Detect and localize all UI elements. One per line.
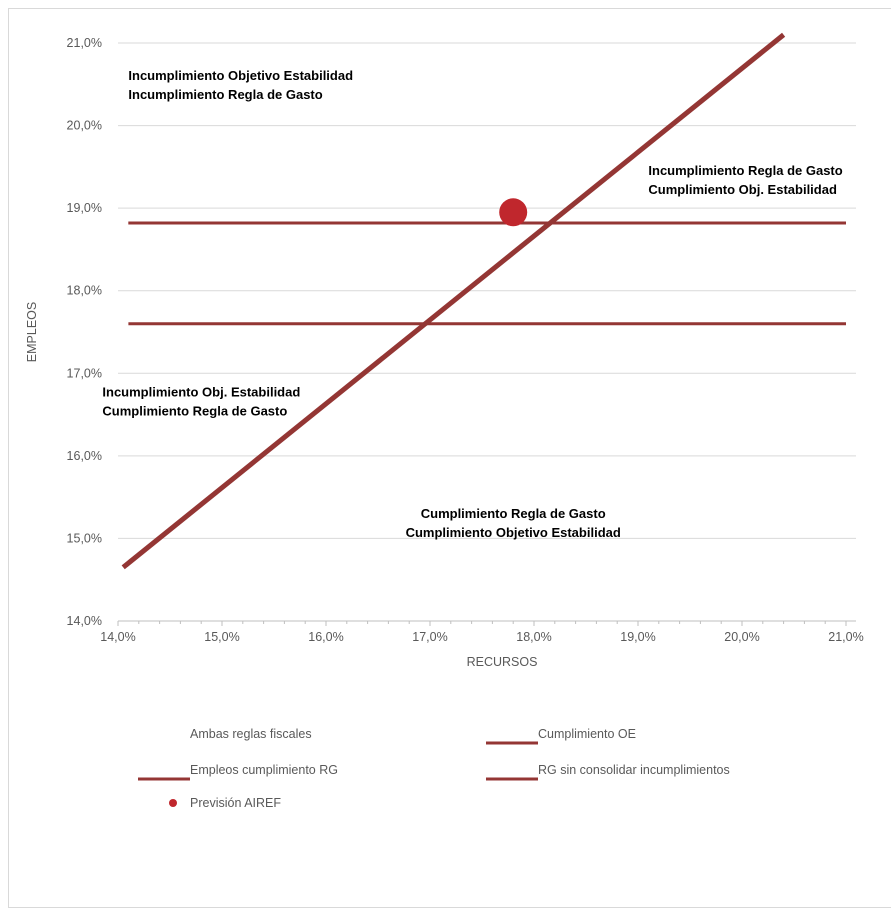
region-annotation: Cumplimiento Regla de Gasto bbox=[421, 506, 606, 521]
y-axis-title: EMPLEOS bbox=[25, 302, 39, 362]
legend: Ambas reglas fiscales Cumplimiento OE Empl… bbox=[138, 727, 730, 810]
legend-label: Empleos cumplimiento RG bbox=[190, 763, 338, 777]
y-tick-label: 15,0% bbox=[67, 531, 102, 545]
region-annotation: Incumplimiento Regla de Gasto bbox=[648, 163, 842, 178]
x-tick-label: 20,0% bbox=[724, 630, 759, 644]
forecast-point bbox=[499, 198, 528, 227]
region-annotation: Cumplimiento Obj. Estabilidad bbox=[648, 182, 837, 197]
y-tick-label: 14,0% bbox=[67, 614, 102, 628]
legend-label: RG sin consolidar incumplimientos bbox=[538, 763, 730, 777]
x-tick-label: 16,0% bbox=[308, 630, 343, 644]
y-tick-label: 19,0% bbox=[67, 201, 102, 215]
x-tick-label: 15,0% bbox=[204, 630, 239, 644]
legend-label: Previsión AIREF bbox=[190, 796, 281, 810]
axis-labels: 14,0% 15,0% 16,0% 17,0% 18,0% 19,0% 20,0% 21,0%… bbox=[25, 36, 864, 669]
chart-svg: Incumplimiento Objetivo Estabilidad Incum… bbox=[25, 32, 864, 810]
legend-dot-marker bbox=[169, 799, 177, 807]
series-layer bbox=[121, 32, 846, 570]
x-axis-title: RECURSOS bbox=[467, 655, 538, 669]
y-tick-label: 16,0% bbox=[67, 449, 102, 463]
region-annotation: Incumplimiento Objetivo Estabilidad bbox=[128, 68, 353, 83]
grid-layer bbox=[118, 42, 856, 539]
y-tick-label: 21,0% bbox=[67, 36, 102, 50]
legend-label: Ambas reglas fiscales bbox=[190, 727, 312, 741]
region-annotation: Cumplimiento Regla de Gasto bbox=[102, 403, 287, 418]
region-annotation: Cumplimiento Objetivo Estabilidad bbox=[406, 525, 621, 540]
x-tick-label: 17,0% bbox=[412, 630, 447, 644]
x-tick-label: 18,0% bbox=[516, 630, 551, 644]
x-tick-label: 21,0% bbox=[828, 630, 863, 644]
y-tick-label: 17,0% bbox=[67, 366, 102, 380]
region-annotation: Incumplimiento Regla de Gasto bbox=[128, 87, 322, 102]
y-tick-label: 18,0% bbox=[67, 284, 102, 298]
x-axis bbox=[117, 620, 856, 626]
legend-label: Cumplimiento OE bbox=[538, 727, 636, 741]
x-tick-label: 14,0% bbox=[100, 630, 135, 644]
diagonal-line bbox=[121, 32, 786, 570]
y-tick-label: 20,0% bbox=[67, 119, 102, 133]
x-tick-label: 19,0% bbox=[620, 630, 655, 644]
region-annotation: Incumplimiento Obj. Estabilidad bbox=[102, 384, 300, 399]
annotation-layer: Incumplimiento Objetivo Estabilidad Incum… bbox=[102, 68, 842, 540]
